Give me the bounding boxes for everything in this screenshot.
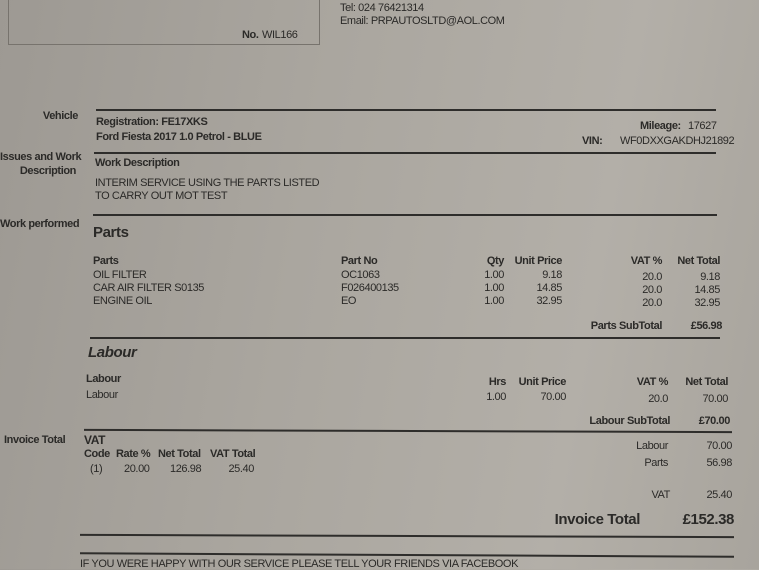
col-header: Unit Price xyxy=(518,376,567,388)
labour-title: Labour xyxy=(88,344,137,361)
col-header: Net Total xyxy=(677,255,720,267)
divider xyxy=(83,428,733,434)
vat-cell: 20.00 xyxy=(124,463,150,475)
parts-cell: 9.18 xyxy=(700,271,720,283)
divider xyxy=(79,533,735,539)
invoice-no: WIL166 xyxy=(262,29,298,41)
col-header: Labour xyxy=(86,373,121,385)
col-header: Hrs xyxy=(488,376,507,388)
col-header: VAT % xyxy=(636,376,669,388)
vat-total: 25.40 xyxy=(706,489,732,501)
vat-col-header: Code xyxy=(84,448,110,460)
col-header: Part No xyxy=(341,255,378,267)
parts-subtotal: £56.98 xyxy=(690,320,723,332)
issues-section-label: Issues and Work xyxy=(0,151,82,163)
vat-cell: 25.40 xyxy=(228,463,254,475)
invoice-no-label: No. xyxy=(242,29,259,41)
registration: Registration: FE17XKS xyxy=(96,116,208,128)
work-description-title: Work Description xyxy=(95,157,180,169)
invoice-total-section-label: Invoice Total xyxy=(4,434,66,446)
labour-total-label: Labour xyxy=(636,440,668,452)
parts-cell: 20.0 xyxy=(642,271,662,283)
mileage-label: Mileage: xyxy=(640,120,681,132)
parts-cell: 20.0 xyxy=(642,297,662,309)
col-header: Net Total xyxy=(685,376,728,388)
vat-title: VAT xyxy=(84,433,106,447)
parts-subtotal-label: Parts SubTotal xyxy=(590,320,663,332)
invoice-total-label: Invoice Total xyxy=(554,511,641,528)
divider xyxy=(94,152,716,154)
parts-cell: 9.18 xyxy=(542,269,562,281)
labour-subtotal-label: Labour SubTotal xyxy=(589,415,670,427)
divider xyxy=(96,109,716,111)
issues-section-label-2: Description xyxy=(19,165,77,177)
vehicle-section-label: Vehicle xyxy=(42,110,79,122)
labour-cell: 20.0 xyxy=(648,393,668,405)
vat-cell: 126.98 xyxy=(170,463,202,475)
vat-total-label: VAT xyxy=(651,489,670,501)
col-header: Parts xyxy=(93,255,119,267)
vehicle-description: Ford Fiesta 2017 1.0 Petrol - BLUE xyxy=(96,131,262,143)
col-header: Qty xyxy=(486,255,505,267)
parts-cell: OC1063 xyxy=(341,269,380,281)
parts-cell: ENGINE OIL xyxy=(93,295,152,307)
footer-message: IF YOU WERE HAPPY WITH OUR SERVICE PLEAS… xyxy=(80,558,519,570)
parts-cell: F026400135 xyxy=(341,282,399,294)
work-description-line: INTERIM SERVICE USING THE PARTS LISTED xyxy=(95,177,320,189)
labour-cell: 1.00 xyxy=(486,391,506,403)
parts-title: Parts xyxy=(93,224,129,241)
vat-col-header: Net Total xyxy=(158,448,201,460)
parts-cell: OIL FILTER xyxy=(93,269,147,281)
col-header: VAT % xyxy=(630,255,663,267)
vin: WF0DXXGAKDHJ21892 xyxy=(620,135,735,147)
labour-subtotal: £70.00 xyxy=(698,415,731,427)
divider xyxy=(90,337,720,339)
parts-total-label: Parts xyxy=(644,457,668,469)
parts-cell: 32.95 xyxy=(694,297,720,309)
vat-cell: (1) xyxy=(90,463,103,475)
parts-cell: 1.00 xyxy=(484,282,504,294)
parts-cell: 1.00 xyxy=(484,269,504,281)
col-header: Unit Price xyxy=(514,255,563,267)
mileage: 17627 xyxy=(688,120,717,132)
parts-cell: 14.85 xyxy=(536,282,562,294)
parts-cell: 20.0 xyxy=(642,284,662,296)
divider xyxy=(93,214,717,216)
customer-address-box xyxy=(8,0,320,45)
labour-total: 70.00 xyxy=(706,440,732,452)
labour-cell: 70.00 xyxy=(702,393,728,405)
parts-cell: 32.95 xyxy=(536,295,562,307)
divider xyxy=(79,552,735,558)
parts-total: 56.98 xyxy=(706,457,732,469)
garage-email: Email: PRPAUTOSLTD@AOL.COM xyxy=(340,15,505,27)
parts-cell: 14.85 xyxy=(694,284,720,296)
garage-tel: Tel: 024 76421314 xyxy=(340,2,424,14)
labour-cell: 70.00 xyxy=(540,391,566,403)
parts-cell: CAR AIR FILTER S0135 xyxy=(93,282,205,294)
labour-cell: Labour xyxy=(86,389,118,401)
parts-cell: EO xyxy=(341,295,357,307)
work-description-line: TO CARRY OUT MOT TEST xyxy=(95,190,228,202)
vat-col-header: VAT Total xyxy=(210,448,256,460)
work-performed-label: Work performed xyxy=(0,218,80,230)
invoice-total: £152.38 xyxy=(682,511,735,528)
vat-col-header: Rate % xyxy=(116,448,151,460)
vin-label: VIN: xyxy=(582,135,603,147)
parts-cell: 1.00 xyxy=(484,295,504,307)
